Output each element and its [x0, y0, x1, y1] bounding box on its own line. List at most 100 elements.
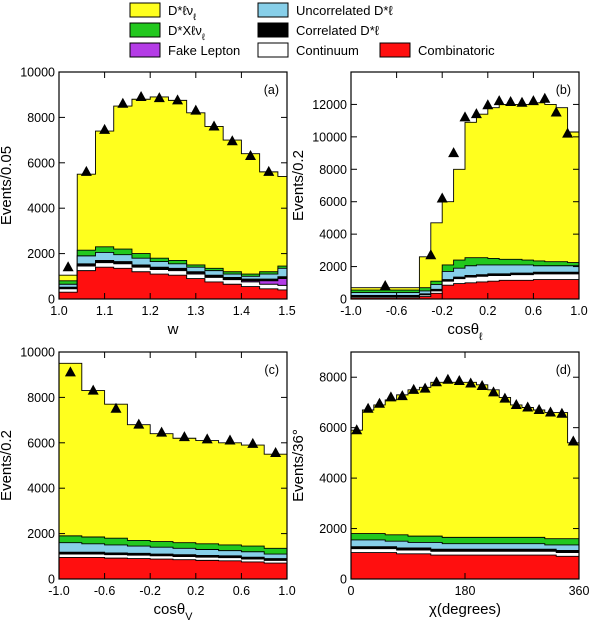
data-point — [153, 92, 165, 103]
y-tick-label: 2000 — [319, 260, 347, 274]
data-point — [263, 165, 275, 176]
stack-combinatoric — [58, 556, 288, 580]
y-axis-label: Events/0.05 — [0, 146, 15, 225]
x-axis-label: cosθℓ — [447, 321, 483, 343]
data-point — [172, 94, 184, 105]
x-tick-label: 1.0 — [570, 304, 587, 318]
data-point — [80, 165, 92, 176]
data-point — [224, 434, 236, 445]
y-axis-label: Events/0.2 — [0, 430, 15, 501]
y-tick-label: 4000 — [27, 482, 55, 496]
data-point — [425, 249, 437, 260]
data-point — [476, 380, 488, 391]
x-tick-label: 0.6 — [525, 304, 542, 318]
y-tick-label: 6000 — [319, 195, 347, 209]
data-point — [190, 104, 202, 115]
y-axis-label: Events/0.2 — [290, 150, 307, 221]
legend-label-corr: Correlated D*ℓ — [296, 23, 380, 38]
data-point — [539, 92, 551, 103]
plot-frame — [58, 351, 288, 580]
x-tick-label: -0.6 — [386, 304, 408, 318]
data-point — [247, 437, 259, 448]
x-tick-label: 1.0 — [278, 584, 295, 598]
legend-swatch-uncorr — [257, 2, 289, 18]
y-tick-label: 10000 — [20, 66, 55, 80]
data-point — [493, 95, 505, 106]
data-point — [351, 424, 363, 435]
panel-c: -1.0 -0.6 -0.2 0.2 0.6 1.0 0 2000 4000 6000 8000 10… — [0, 346, 296, 624]
data-point — [527, 95, 539, 106]
data-point — [545, 406, 556, 417]
x-tick-label: 1.0 — [50, 304, 67, 318]
data-point — [87, 384, 99, 395]
y-tick-label: 8000 — [319, 371, 347, 385]
data-point — [556, 407, 568, 418]
panel-label: (b) — [556, 83, 571, 97]
x-axis-label: χ(degrees) — [429, 601, 501, 618]
legend-swatch-continuum — [257, 42, 289, 58]
legend-swatch-signal — [129, 2, 161, 18]
legend-label-dxlnu: D*Xℓνℓ — [168, 23, 206, 42]
data-point — [62, 261, 74, 272]
data-point — [201, 433, 213, 444]
data-point — [270, 447, 282, 458]
legend: D*ℓνℓ Uncorrelated D*ℓ D*Xℓνℓ Correlated D*… — [129, 2, 495, 58]
panel-d: 0 180 360 0 2000 4000 6000 8000 (d) χ(degrees) Eve… — [290, 351, 590, 618]
data-point — [465, 377, 477, 388]
data-point — [419, 382, 431, 393]
data-point — [245, 149, 257, 160]
panel-b: -1.0 -0.6 -0.2 0.2 0.6 1.0 0 2000 4000 6000 8000 10… — [290, 71, 588, 343]
data-point — [99, 123, 111, 134]
panel-label: (a) — [264, 83, 279, 97]
data-point — [226, 135, 238, 146]
y-tick-label: 6000 — [27, 436, 55, 450]
legend-swatch-combinatoric — [379, 42, 411, 58]
y-tick-label: 8000 — [319, 163, 347, 177]
plot-frame — [350, 71, 580, 300]
data-point — [562, 127, 574, 138]
data-point — [510, 398, 522, 409]
x-tick-label: -0.2 — [431, 304, 453, 318]
y-tick-label: 4000 — [27, 202, 55, 216]
data-point — [156, 426, 168, 437]
legend-swatch-corr — [257, 22, 289, 38]
data-point — [117, 97, 129, 108]
x-tick-label: 0.2 — [187, 584, 204, 598]
panel-label: (d) — [556, 363, 571, 377]
x-tick-label: 1.2 — [142, 304, 159, 318]
x-tick-label: -1.0 — [48, 584, 70, 598]
data-point — [442, 373, 454, 384]
x-tick-label: 1.1 — [96, 304, 113, 318]
x-tick-label: 1.4 — [233, 304, 250, 318]
y-tick-label: 2000 — [319, 522, 347, 536]
data-point — [448, 147, 460, 158]
stack-signal — [58, 362, 288, 580]
data-point — [436, 192, 448, 203]
data-point — [533, 404, 545, 415]
legend-swatch-fake — [129, 42, 161, 58]
y-tick-label: 2000 — [27, 247, 55, 261]
legend-label-uncorr: Uncorrelated D*ℓ — [296, 3, 393, 18]
data-point — [208, 120, 220, 131]
data-point — [110, 402, 122, 413]
y-tick-label: 10000 — [312, 130, 347, 144]
data-point — [453, 375, 465, 386]
y-tick-label: 4000 — [319, 472, 347, 486]
data-point — [499, 392, 511, 403]
data-point — [133, 418, 145, 429]
y-tick-label: 0 — [340, 573, 347, 587]
x-tick-label: 0 — [348, 584, 355, 598]
x-tick-label: 360 — [569, 584, 590, 598]
x-tick-label: 1.5 — [278, 304, 295, 318]
x-axis-label: cosθV — [154, 601, 194, 623]
y-tick-label: 6000 — [319, 421, 347, 435]
stack-combinatoric — [58, 266, 288, 300]
data-point — [408, 383, 420, 394]
plot-frame — [58, 71, 288, 300]
data-point — [178, 431, 190, 442]
x-tick-label: -0.6 — [94, 584, 116, 598]
data-point — [374, 397, 385, 408]
legend-label-fake: Fake Lepton — [168, 43, 240, 58]
y-tick-label: 6000 — [27, 156, 55, 170]
